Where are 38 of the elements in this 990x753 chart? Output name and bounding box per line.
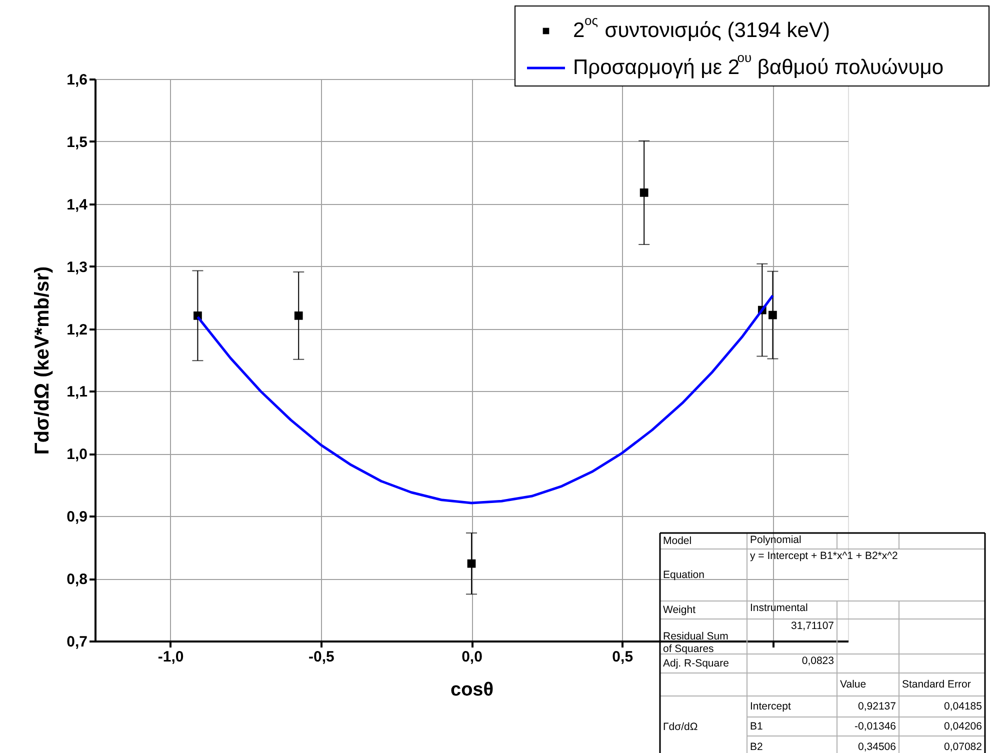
y-tick-label: 1,5 [66, 134, 88, 151]
text: 0,07082 [944, 741, 982, 753]
y-tick-label: 0,7 [66, 634, 88, 650]
y-axis-title: Γdσ/dΩ (keV*mb/sr) [32, 266, 54, 455]
text: B1 [750, 720, 764, 732]
annotation: 31,71107 [790, 620, 834, 632]
text: Value [840, 678, 866, 690]
text: B2 [750, 741, 764, 753]
text: -0,01346 [854, 720, 896, 732]
text: 0,0823 [802, 655, 834, 667]
text: 0,92137 [858, 700, 896, 712]
y-tick-label: 1,1 [66, 384, 88, 401]
x-tick-label: -1,0 [158, 648, 184, 666]
x-tick-label: -0,5 [308, 648, 334, 666]
text: Adj. R-Square [663, 658, 730, 670]
y-tick-label: 1,6 [66, 72, 88, 88]
y-tick-label: 1,2 [66, 321, 88, 338]
annotation: Residual Sum of Squares [663, 630, 729, 655]
text: 0,04206 [944, 720, 982, 732]
y-tick-label: 1,3 [66, 258, 88, 276]
x-axis-title: cosθ [450, 680, 494, 700]
annotation: Instrumental [750, 602, 808, 614]
x-tick-label: 0,0 [462, 648, 482, 666]
annotation: y = Intercept + B1*x^1 + B2*x^2 [750, 550, 898, 562]
text: Standard Error [902, 678, 972, 690]
y-tick-label: 1,0 [66, 446, 88, 464]
annotation: Model [663, 535, 692, 547]
y-tick-label: 1,4 [66, 196, 88, 214]
text: Γdσ/dΩ [663, 721, 698, 733]
y-tick-label: 0,8 [66, 571, 88, 588]
x-tick-label: 0,5 [612, 648, 634, 666]
text: 0,04185 [944, 700, 982, 712]
annotation: Equation [663, 569, 705, 581]
text: Intercept [750, 700, 791, 712]
annotation: Polynomial [750, 534, 802, 546]
text: 0,34506 [858, 741, 896, 753]
y-tick-label: 0,9 [66, 508, 88, 526]
annotation: Weight [663, 604, 696, 616]
